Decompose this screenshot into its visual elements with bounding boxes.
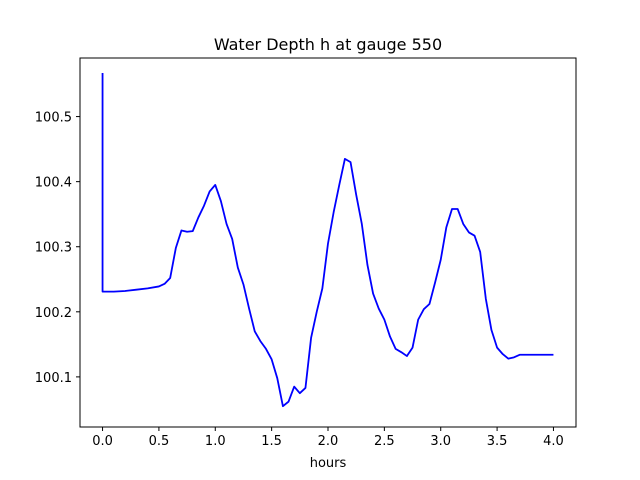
y-tick-label: 100.5 (35, 111, 72, 126)
chart-title: Water Depth h at gauge 550 (214, 35, 442, 54)
y-tick-label: 100.4 (35, 176, 72, 191)
series-layer (101, 72, 554, 408)
x-tick-label: 3.0 (430, 434, 451, 449)
x-axis: 0.0 0.5 1.0 1.5 2.0 2.5 3.0 3.5 4.0 (92, 427, 564, 449)
x-tick-label: 3.5 (487, 434, 508, 449)
y-tick-label: 100.1 (35, 371, 72, 386)
x-tick-label: 0.0 (92, 434, 113, 449)
series-line (101, 72, 554, 408)
x-tick-label: 2.0 (318, 434, 339, 449)
x-tick-label: 4.0 (543, 434, 564, 449)
x-tick-label: 1.5 (261, 434, 282, 449)
x-tick-label: 2.5 (374, 434, 395, 449)
x-tick-label: 0.5 (149, 434, 170, 449)
y-tick-label: 100.3 (35, 241, 72, 256)
x-tick-label: 1.0 (205, 434, 226, 449)
x-axis-label: hours (310, 456, 347, 471)
y-axis: 100.1 100.2 100.3 100.4 100.5 (35, 111, 80, 386)
y-tick-label: 100.2 (35, 306, 72, 321)
